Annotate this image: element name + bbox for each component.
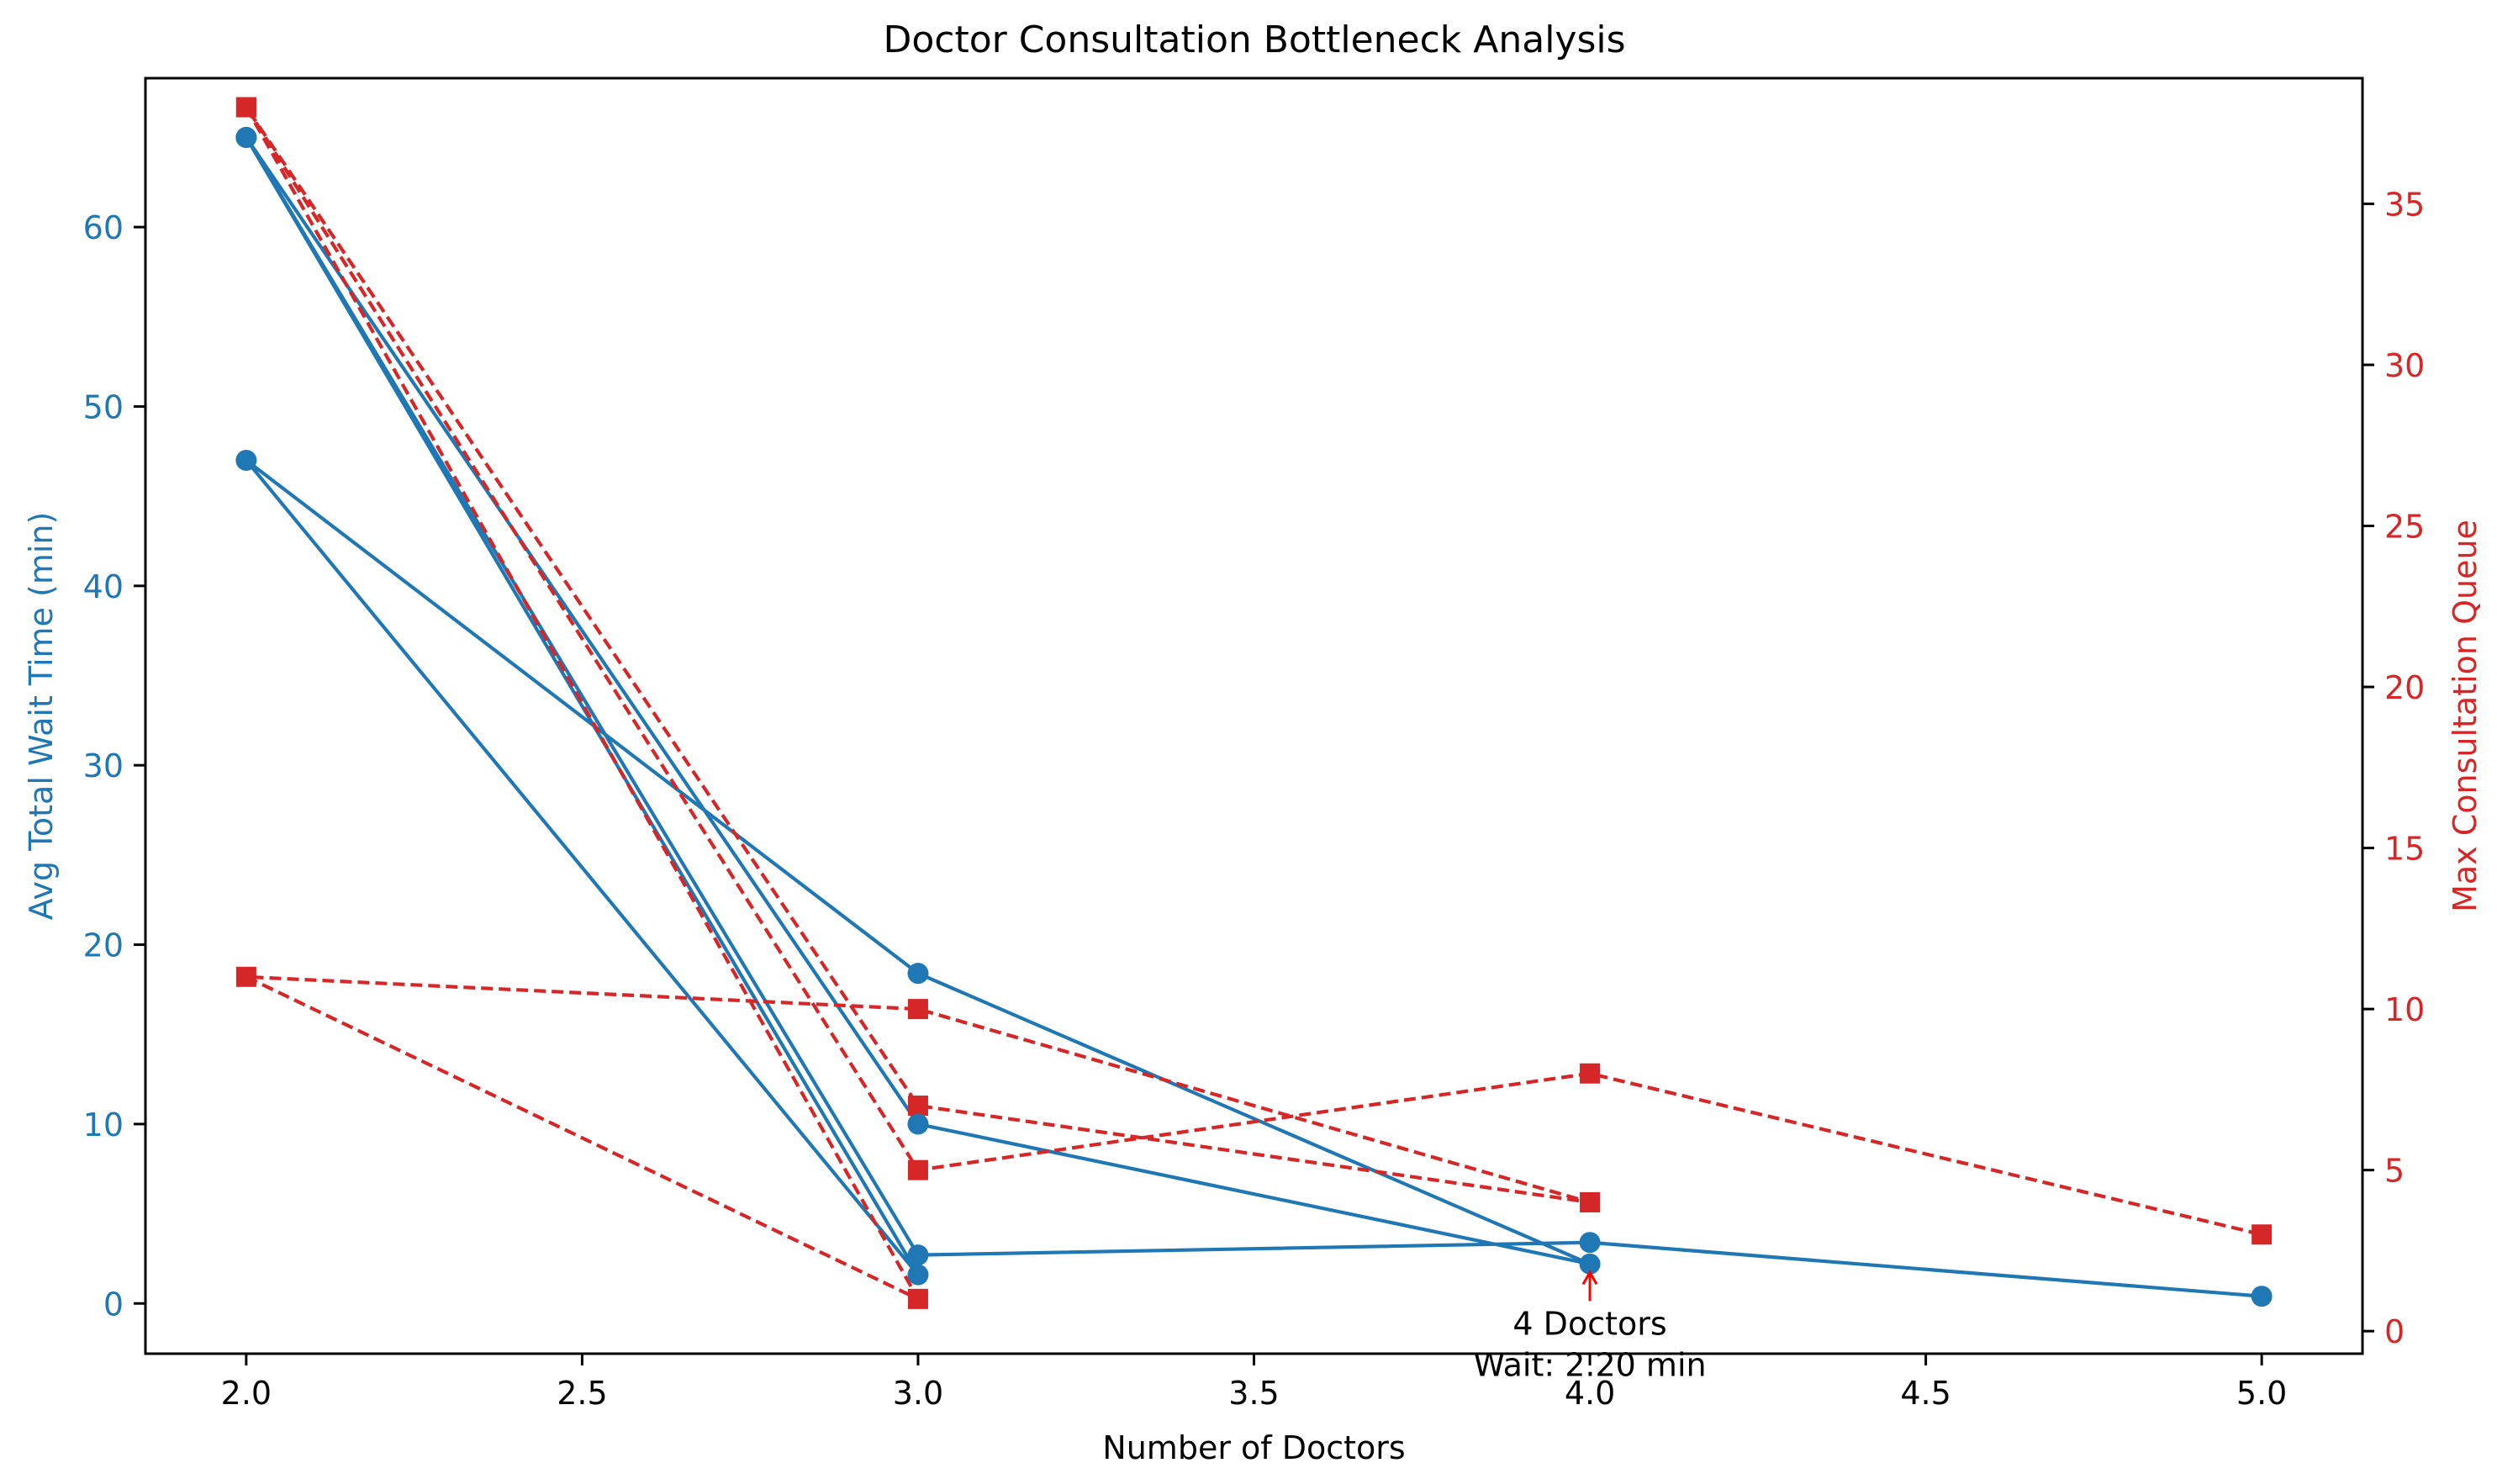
wait-marker bbox=[907, 1264, 929, 1286]
y-right-tick-label: 30 bbox=[2384, 347, 2425, 384]
wait-marker bbox=[1579, 1253, 1601, 1275]
queue-marker bbox=[2252, 1224, 2273, 1245]
queue-marker bbox=[235, 97, 256, 118]
x-tick-label: 2.0 bbox=[221, 1375, 272, 1412]
wait-marker bbox=[907, 1113, 929, 1135]
chart-title: Doctor Consultation Bottleneck Analysis bbox=[883, 18, 1625, 61]
queue-marker bbox=[907, 1159, 928, 1180]
y-axis-right: 0 5 10 15 20 25 30 35 bbox=[2362, 186, 2425, 1350]
queue-marker bbox=[907, 999, 928, 1020]
x-axis: 2.0 2.5 3.0 3.5 4.0 4.5 5.0 bbox=[221, 1354, 2287, 1412]
queue-line bbox=[244, 105, 2262, 1301]
plot-lines bbox=[244, 105, 2262, 1301]
wait-marker bbox=[907, 1244, 929, 1266]
annotation: 4 Doctors Wait: 2.20 min bbox=[1473, 1270, 1707, 1383]
queue-marker bbox=[235, 966, 256, 987]
wait-marker bbox=[235, 126, 257, 148]
y-right-tick-label: 20 bbox=[2384, 669, 2425, 706]
plot-frame bbox=[144, 77, 2364, 1355]
wait-marker bbox=[907, 963, 929, 985]
x-tick-label: 5.0 bbox=[2236, 1375, 2287, 1412]
x-tick-label: 3.0 bbox=[893, 1375, 943, 1412]
queue-marker bbox=[907, 1096, 928, 1117]
y-left-tick-label: 0 bbox=[103, 1286, 124, 1323]
y-right-tick-label: 25 bbox=[2384, 508, 2425, 545]
y-right-tick-label: 10 bbox=[2384, 991, 2425, 1028]
x-tick-label: 4.5 bbox=[1900, 1375, 1951, 1412]
queue-marker bbox=[907, 1288, 928, 1309]
wait-marker bbox=[2251, 1286, 2273, 1307]
y-left-tick-label: 40 bbox=[83, 568, 124, 605]
x-tick-label: 3.5 bbox=[1228, 1375, 1279, 1412]
wait-marker bbox=[1579, 1232, 1601, 1254]
annotation-arrow bbox=[1581, 1270, 1598, 1302]
y-left-tick-label: 20 bbox=[83, 927, 124, 964]
y-right-tick-label: 0 bbox=[2384, 1313, 2405, 1350]
y-left-tick-label: 10 bbox=[83, 1106, 124, 1143]
x-tick-label: 4.0 bbox=[1565, 1375, 1615, 1412]
y-right-tick-label: 35 bbox=[2384, 186, 2425, 223]
wait-marker bbox=[235, 449, 257, 471]
y-axis-right-label: Max Consultation Queue bbox=[2447, 520, 2484, 912]
queue-marker bbox=[1580, 1063, 1601, 1084]
annotation-label-line1: 4 Doctors bbox=[1512, 1305, 1666, 1342]
x-tick-label: 2.5 bbox=[557, 1375, 607, 1412]
y-axis-left: 0 10 20 30 40 50 60 bbox=[83, 209, 145, 1323]
wait-time-line bbox=[244, 135, 2262, 1298]
y-right-tick-label: 15 bbox=[2384, 831, 2425, 868]
plot-markers bbox=[235, 97, 2273, 1309]
y-left-tick-label: 60 bbox=[83, 209, 124, 246]
y-left-tick-label: 30 bbox=[83, 747, 124, 784]
y-right-tick-label: 5 bbox=[2384, 1153, 2405, 1190]
y-left-tick-label: 50 bbox=[83, 388, 124, 425]
y-axis-left-label: Avg Total Wait Time (min) bbox=[23, 512, 60, 921]
queue-marker bbox=[1580, 1191, 1601, 1212]
x-axis-label: Number of Doctors bbox=[1102, 1429, 1405, 1466]
